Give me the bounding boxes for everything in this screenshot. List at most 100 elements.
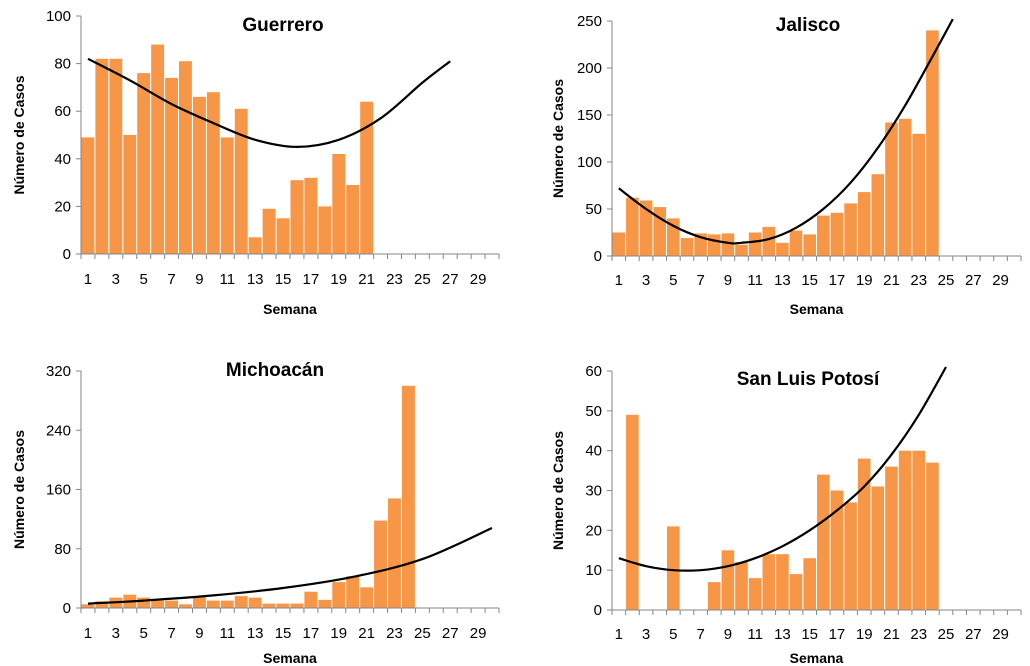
- bar: [667, 526, 680, 610]
- y-tick-label: 0: [594, 248, 602, 265]
- chart-title: San Luis Potosí: [737, 369, 880, 390]
- bar: [290, 603, 304, 608]
- trend-line: [87, 57, 451, 149]
- bar: [707, 582, 721, 610]
- x-tick-label: 9: [724, 272, 732, 289]
- bar: [707, 234, 721, 256]
- x-tick-label: 23: [910, 272, 927, 289]
- x-tick-label: 29: [992, 272, 1009, 289]
- x-tick-label: 19: [856, 626, 873, 643]
- x-axis-title: Semana: [790, 301, 844, 317]
- y-tick-label: 30: [585, 483, 602, 500]
- bar: [220, 137, 234, 254]
- trend-line: [618, 18, 954, 245]
- x-tick-label: 7: [696, 626, 704, 643]
- x-tick-label: 21: [883, 626, 900, 643]
- bar: [844, 502, 857, 610]
- bar: [304, 177, 318, 254]
- y-tick-label: 20: [54, 198, 71, 215]
- x-tick-label: 3: [642, 626, 650, 643]
- chart-title: Jalisco: [776, 15, 840, 36]
- y-tick-label: 40: [585, 443, 602, 460]
- y-axis-title: Número de Casos: [11, 430, 27, 549]
- x-tick-label: 1: [615, 272, 623, 289]
- chart-title: Michoacán: [226, 360, 324, 381]
- y-tick-label: 160: [46, 482, 71, 499]
- x-axis-title: Semana: [263, 650, 317, 666]
- bar: [748, 232, 762, 256]
- bar: [926, 462, 939, 610]
- bar: [276, 218, 290, 254]
- x-tick-label: 23: [910, 626, 927, 643]
- x-tick-label: 1: [84, 625, 92, 642]
- x-tick-label: 7: [167, 625, 175, 642]
- bar: [262, 603, 276, 608]
- x-tick-label: 23: [386, 271, 403, 288]
- x-tick-label: 15: [275, 625, 292, 642]
- x-tick-label: 5: [140, 625, 148, 642]
- x-axis-title: Semana: [790, 650, 844, 666]
- x-tick-label: 17: [829, 626, 846, 643]
- bar: [402, 385, 415, 608]
- bar: [817, 215, 830, 256]
- bar: [626, 414, 639, 610]
- x-tick-label: 27: [965, 626, 982, 643]
- bar: [262, 208, 276, 254]
- bar: [857, 458, 871, 610]
- x-tick-label: 25: [938, 626, 955, 643]
- x-tick-label: 7: [167, 271, 175, 288]
- bar: [304, 591, 318, 608]
- y-tick-label: 0: [63, 600, 71, 617]
- x-tick-label: 1: [84, 271, 92, 288]
- x-tick-label: 13: [774, 626, 791, 643]
- x-tick-label: 19: [330, 271, 347, 288]
- x-axis-title: Semana: [263, 301, 317, 317]
- x-tick-label: 17: [303, 625, 320, 642]
- bar: [912, 450, 925, 610]
- bar: [95, 58, 109, 254]
- bar: [803, 234, 816, 256]
- bar: [360, 101, 374, 254]
- bar: [885, 466, 898, 610]
- bar: [912, 133, 925, 256]
- x-tick-label: 15: [801, 626, 818, 643]
- x-tick-label: 19: [856, 272, 873, 289]
- x-tick-label: 11: [747, 626, 763, 643]
- y-tick-label: 50: [585, 201, 602, 218]
- bar: [898, 118, 912, 256]
- bar: [735, 562, 748, 610]
- bar: [318, 599, 332, 608]
- bar: [123, 135, 137, 254]
- y-tick-label: 100: [46, 8, 71, 25]
- bar: [844, 203, 857, 256]
- bar: [680, 238, 694, 256]
- bar: [137, 597, 151, 608]
- bar: [248, 237, 262, 254]
- bar: [206, 92, 220, 254]
- bar: [721, 233, 735, 256]
- x-tick-label: 21: [358, 625, 375, 642]
- x-tick-label: 11: [747, 272, 763, 289]
- bar: [762, 226, 776, 256]
- bar: [248, 597, 262, 608]
- x-tick-label: 19: [330, 625, 347, 642]
- y-tick-label: 150: [577, 107, 602, 124]
- bar: [165, 600, 178, 608]
- bar: [165, 77, 178, 255]
- x-tick-label: 5: [669, 626, 677, 643]
- bar: [206, 600, 220, 608]
- bar: [374, 520, 387, 608]
- x-tick-label: 13: [247, 271, 264, 288]
- bar: [332, 154, 346, 254]
- x-tick-label: 29: [992, 626, 1009, 643]
- bar: [735, 244, 748, 256]
- bar: [276, 603, 290, 608]
- bar: [857, 192, 871, 256]
- bar: [360, 587, 374, 608]
- bar: [179, 604, 192, 608]
- bar: [179, 61, 192, 255]
- bar: [234, 108, 248, 254]
- x-tick-label: 11: [220, 625, 236, 642]
